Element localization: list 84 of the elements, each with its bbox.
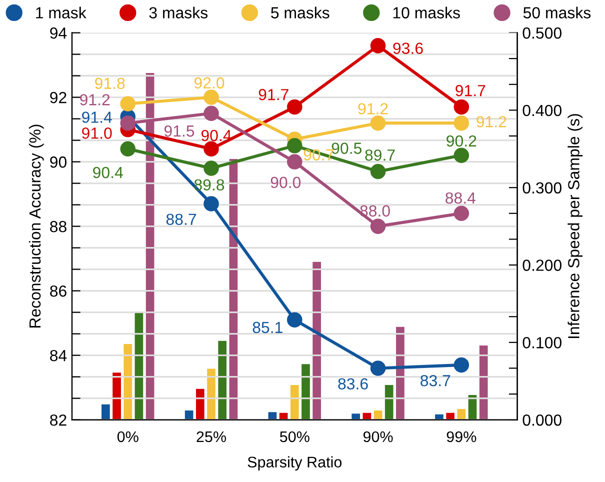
x-tick-label: 25% <box>196 431 226 442</box>
point <box>370 164 386 180</box>
x-tick-label: 90% <box>363 431 393 442</box>
bar <box>196 388 204 420</box>
y2-tick-label: 0.200 <box>522 260 562 271</box>
data-label: 91.8 <box>95 78 125 90</box>
point <box>286 154 302 170</box>
data-label: 91.2 <box>80 94 110 106</box>
data-label: 90.5 <box>332 142 362 154</box>
point <box>370 218 386 234</box>
point <box>286 138 302 154</box>
point <box>204 106 219 122</box>
bar <box>479 346 488 420</box>
y2-tick-label: 0.500 <box>522 27 562 39</box>
point <box>454 115 470 131</box>
point <box>454 148 470 163</box>
data-label: 90.0 <box>270 176 301 188</box>
y-tick-label: 82 <box>50 414 66 426</box>
point <box>204 141 219 157</box>
data-label: 83.6 <box>338 378 368 390</box>
legend-label: 5 masks <box>271 6 330 18</box>
data-label: 92.0 <box>194 77 224 89</box>
y-tick-label: 94 <box>50 27 67 39</box>
point <box>370 38 386 54</box>
bar <box>352 414 360 420</box>
x-tick-label: 0% <box>117 431 138 442</box>
y2-tick-label: 0.300 <box>522 182 562 194</box>
data-label: 91.2 <box>358 103 388 114</box>
bar <box>302 364 310 420</box>
bar <box>384 384 394 420</box>
point <box>370 360 386 376</box>
data-label: 89.7 <box>365 149 395 161</box>
data-label: 90.2 <box>446 135 476 147</box>
point <box>204 160 219 176</box>
y-tick-label: 88 <box>50 220 66 232</box>
y-axis-title: Reconstruction Accuracy (%) <box>28 124 44 328</box>
data-label: 88.4 <box>446 192 476 204</box>
point <box>286 99 302 115</box>
point <box>454 357 470 373</box>
data-label: 90.4 <box>93 166 123 178</box>
x-tick-label: 99% <box>446 431 476 442</box>
bar <box>396 326 404 420</box>
point <box>204 196 219 212</box>
y-tick-label: 92 <box>50 92 66 104</box>
x-axis-title: Sparsity Ratio <box>248 456 342 471</box>
point <box>454 206 470 222</box>
point <box>120 96 136 112</box>
y-tick-label: 86 <box>50 285 66 297</box>
legend-label: 10 masks <box>393 6 460 18</box>
data-label: 91.0 <box>82 128 112 139</box>
legend-label: 3 masks <box>149 6 208 18</box>
data-label: 91.7 <box>456 84 486 96</box>
point <box>286 312 302 328</box>
y-tick-label: 84 <box>50 350 67 362</box>
data-label: 83.7 <box>420 374 450 386</box>
y2-tick-label: 0.000 <box>522 414 562 426</box>
data-label: 91.4 <box>82 112 112 123</box>
y2-tick-label: 0.100 <box>522 337 562 348</box>
bar <box>124 344 132 420</box>
bar <box>102 404 110 420</box>
data-label: 85.1 <box>252 322 282 334</box>
x-tick-label: 50% <box>280 431 310 442</box>
bar <box>207 368 216 420</box>
data-label: 91.5 <box>164 125 194 137</box>
point <box>370 115 386 131</box>
data-label: 93.6 <box>393 42 423 54</box>
bar <box>112 372 121 420</box>
legend-label: 50 masks <box>523 6 591 18</box>
point <box>204 90 219 105</box>
legend-label: 1 mask <box>36 6 86 18</box>
point <box>120 115 136 131</box>
point <box>454 99 470 115</box>
bar <box>290 384 299 420</box>
data-label: 91.7 <box>258 88 288 100</box>
data-label: 89.8 <box>194 179 224 191</box>
y-tick-label: 90 <box>50 156 67 168</box>
data-label: 88.7 <box>166 214 196 226</box>
bar <box>457 408 466 420</box>
y2-axis-title: Inference Speed per Sample (s) <box>568 114 583 338</box>
point <box>120 141 136 157</box>
bar <box>312 262 321 420</box>
y2-tick-label: 0.400 <box>522 104 562 116</box>
bar <box>218 340 227 420</box>
data-label: 91.2 <box>476 116 506 128</box>
